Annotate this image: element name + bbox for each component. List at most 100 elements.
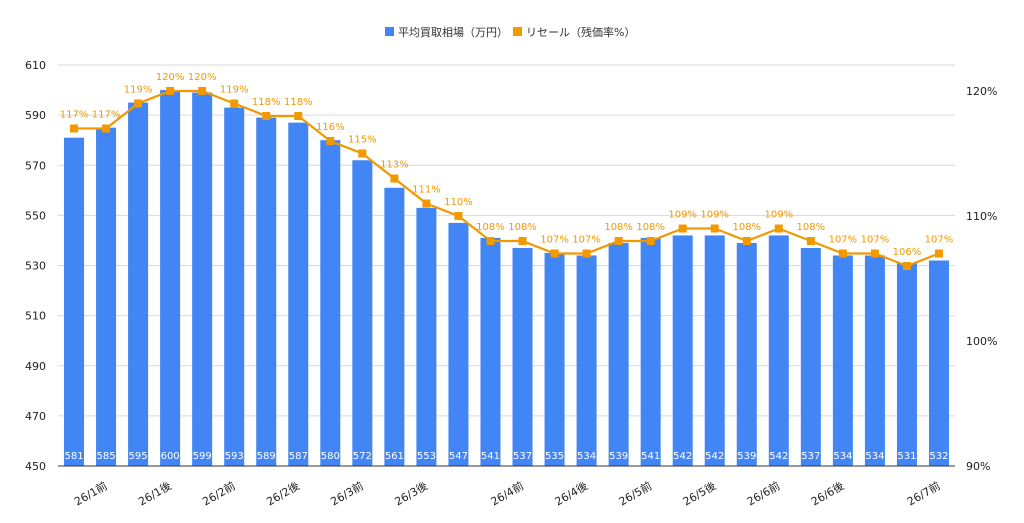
y-left-tick-label: 550 (25, 209, 46, 222)
line-value-label: 117% (92, 110, 121, 121)
bar (544, 252, 565, 466)
bar-value-label: 534 (833, 451, 852, 462)
line-point (102, 124, 111, 133)
legend-swatch-bar (385, 27, 394, 36)
y-left-tick-label: 590 (25, 109, 46, 122)
line-value-label: 120% (156, 72, 185, 83)
line-value-label: 119% (124, 85, 153, 96)
bar (576, 255, 597, 466)
x-tick-label: 26/2前 (200, 478, 238, 508)
bar-value-label: 581 (64, 451, 83, 462)
bar-value-label: 537 (513, 451, 532, 462)
line-point (358, 149, 367, 158)
bar (96, 127, 117, 466)
bar-value-label: 600 (161, 451, 180, 462)
line-value-label: 118% (284, 97, 313, 108)
line-value-label: 107% (829, 235, 858, 246)
bar (800, 247, 821, 466)
x-tick-label: 26/5後 (680, 478, 718, 508)
line-value-label: 107% (540, 235, 569, 246)
bar (288, 122, 309, 467)
bar-value-label: 542 (705, 451, 724, 462)
bar (320, 140, 341, 466)
x-tick-label: 26/2後 (264, 478, 302, 508)
bar-value-label: 541 (481, 451, 500, 462)
line-point (774, 224, 783, 233)
y-left-tick-label: 610 (25, 59, 46, 72)
bar-value-label: 553 (417, 451, 436, 462)
bar-value-label: 599 (193, 451, 212, 462)
line-point (550, 249, 559, 258)
line-point (806, 237, 815, 245)
line-point (742, 237, 751, 245)
x-tick-label: 26/7前 (905, 478, 943, 508)
y-right-tick-label: 120% (966, 85, 997, 98)
line-value-label: 110% (444, 197, 473, 208)
bar-value-label: 561 (385, 451, 404, 462)
line-point (870, 249, 879, 258)
bar (384, 187, 405, 466)
line-point (454, 212, 463, 220)
bar-value-label: 542 (673, 451, 692, 462)
bar-value-label: 534 (577, 451, 596, 462)
y-left-tick-label: 470 (25, 410, 46, 423)
bar (192, 92, 213, 466)
bar (928, 260, 949, 466)
bar (832, 255, 853, 466)
line-value-label: 108% (604, 222, 633, 233)
line-value-label: 115% (348, 135, 377, 146)
line-point (262, 112, 271, 120)
line-value-label: 109% (668, 210, 697, 221)
y-right-tick-label: 100% (966, 335, 997, 348)
y-left-tick-label: 530 (25, 260, 46, 273)
line-point (230, 99, 239, 108)
line-value-label: 108% (732, 222, 761, 233)
line-point (678, 224, 687, 233)
line-value-label: 108% (636, 222, 665, 233)
x-tick-label: 26/6前 (744, 478, 782, 508)
line-point (902, 262, 911, 270)
line-value-label: 108% (476, 222, 505, 233)
line-point (710, 224, 719, 233)
bar-value-label: 535 (545, 451, 564, 462)
x-tick-label: 26/1後 (136, 478, 174, 508)
x-tick-label: 26/4後 (552, 478, 590, 508)
line-point (486, 237, 495, 245)
line-value-label: 111% (412, 185, 441, 196)
line-point (646, 237, 655, 245)
bar (512, 247, 533, 466)
bar (864, 255, 885, 466)
y-left-tick-label: 570 (25, 159, 46, 172)
x-tick-label: 26/3前 (328, 478, 366, 508)
bars-layer (64, 90, 949, 467)
line-value-label: 107% (861, 235, 890, 246)
legend: 平均買取相場（万円） リセール（残価率%） (385, 25, 635, 39)
bar (704, 235, 725, 466)
line-point (70, 124, 79, 133)
bar (448, 222, 469, 466)
line-value-label: 117% (60, 110, 89, 121)
line-value-label: 113% (380, 160, 409, 171)
line-value-label: 116% (316, 122, 345, 133)
bar-value-label: 595 (129, 451, 148, 462)
line-point (934, 249, 943, 258)
bar (608, 242, 629, 466)
series-line (74, 89, 940, 268)
bar (352, 160, 373, 467)
bar-value-label: 539 (737, 451, 756, 462)
line-value-label: 120% (188, 72, 217, 83)
bar (64, 137, 85, 466)
x-tick-label: 26/5前 (616, 478, 654, 508)
bar-value-label: 572 (353, 451, 372, 462)
bar-value-label: 541 (641, 451, 660, 462)
bar-value-label: 542 (769, 451, 788, 462)
legend-label-bar: 平均買取相場（万円） (398, 26, 508, 39)
line-point (422, 199, 431, 208)
line-value-label: 107% (925, 235, 954, 246)
bar-value-label: 589 (257, 451, 276, 462)
bar-value-label: 593 (225, 451, 244, 462)
bar (896, 262, 917, 466)
line-point (518, 237, 527, 245)
bar (416, 207, 437, 466)
